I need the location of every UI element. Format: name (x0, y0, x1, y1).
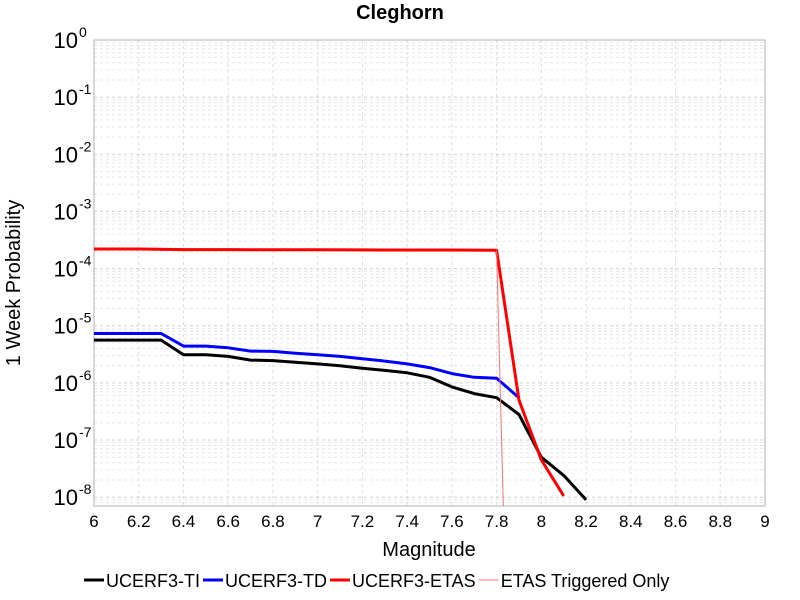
x-tick-label: 7.6 (440, 512, 464, 531)
legend-item-ucerf3-td: UCERF3-TD (203, 571, 327, 591)
series-line-ucerf3-etas (94, 247, 565, 497)
y-tick-base: 10 (54, 142, 78, 167)
y-tick-base: 10 (54, 199, 78, 224)
x-tick-label: 7.2 (351, 512, 375, 531)
x-tick-label: 6 (89, 512, 98, 531)
x-tick-label: 7 (313, 512, 322, 531)
legend: UCERF3-TI UCERF3-TD UCERF3-ETAS ETAS Trigge… (84, 571, 669, 591)
y-axis-label: 1 Week Probability (3, 200, 25, 366)
y-tick-label: 10 -3 (54, 195, 92, 224)
legend-label: UCERF3-ETAS (352, 571, 476, 591)
legend-item-etas-triggered-only: ETAS Triggered Only (478, 571, 670, 591)
y-tick-exponent: 0 (79, 24, 87, 40)
y-tick-base: 10 (54, 428, 78, 453)
y-tick-exponent: -5 (79, 310, 92, 326)
y-tick-base: 10 (54, 314, 78, 339)
y-tick-exponent: -3 (79, 195, 92, 211)
y-tick-label: 10 -5 (54, 310, 92, 339)
x-tick-label: 6.4 (172, 512, 196, 531)
legend-item-ucerf3-etas: UCERF3-ETAS (330, 571, 476, 591)
y-tick-exponent: -4 (79, 253, 92, 269)
x-tick-label: 8.4 (619, 512, 643, 531)
y-tick-label: 10 -4 (54, 253, 92, 282)
x-tick-label: 7.8 (485, 512, 509, 531)
y-tick-label: 10 -7 (54, 424, 92, 453)
y-tick-exponent: -8 (79, 481, 92, 497)
x-tick-label: 8.2 (574, 512, 598, 531)
y-tick-base: 10 (54, 485, 78, 510)
legend-label: UCERF3-TI (106, 571, 200, 591)
x-tick-label: 6.8 (261, 512, 285, 531)
x-tick-label: 8.6 (664, 512, 688, 531)
series-line-ucerf3-ti (94, 338, 588, 501)
y-tick-label: 10 -2 (54, 138, 92, 167)
y-tick-exponent: -7 (79, 424, 92, 440)
series-line-etas-triggered-only (496, 250, 504, 506)
legend-item-ucerf3-ti: UCERF3-TI (84, 571, 200, 591)
y-tick-base: 10 (54, 85, 78, 110)
grid (94, 40, 765, 507)
legend-label: UCERF3-TD (225, 571, 327, 591)
x-tick-labels: 6 6.2 6.4 6.6 6.8 7 7.2 7.4 7.6 7.8 8 8.2 8.4 8.6 8.8 9 (89, 512, 769, 531)
legend-label: ETAS Triggered Only (501, 571, 670, 591)
x-tick-label: 7.4 (395, 512, 419, 531)
series-line-ucerf3-td (94, 332, 520, 399)
y-tick-base: 10 (54, 28, 78, 53)
x-axis-label: Magnitude (382, 539, 475, 561)
x-tick-label: 6.6 (216, 512, 240, 531)
x-tick-label: 8.8 (708, 512, 732, 531)
x-tick-label: 9 (760, 512, 769, 531)
y-tick-exponent: -6 (79, 367, 92, 383)
y-tick-base: 10 (54, 257, 78, 282)
plot-area (93, 39, 766, 507)
x-tick-label: 6.2 (127, 512, 151, 531)
y-tick-base: 10 (54, 371, 78, 396)
y-tick-label: 10 0 (54, 24, 87, 53)
y-tick-label: 10 -6 (54, 367, 92, 396)
x-tick-label: 8 (537, 512, 546, 531)
chart-title: Cleghorn (356, 2, 444, 24)
y-tick-label: 10 -1 (54, 81, 92, 110)
y-tick-label: 10 -8 (54, 481, 92, 510)
series-group (94, 247, 588, 506)
y-tick-exponent: -1 (79, 81, 92, 97)
y-tick-exponent: -2 (79, 138, 92, 154)
